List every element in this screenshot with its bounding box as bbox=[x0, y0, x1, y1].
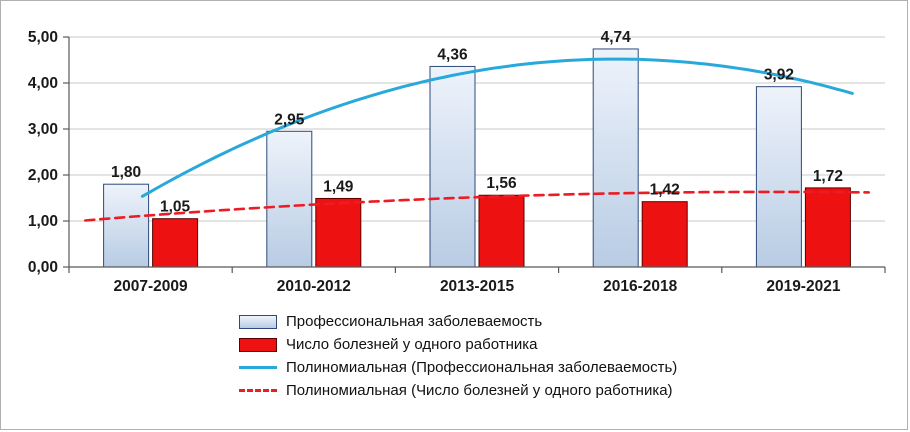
y-axis-tick-label: 1,00 bbox=[28, 213, 58, 230]
x-axis-category-label: 2007-2009 bbox=[114, 278, 189, 295]
bar-value-label: 2,95 bbox=[274, 111, 305, 128]
bar bbox=[592, 48, 639, 268]
legend-item-series-1: Профессиональная заболеваемость bbox=[239, 310, 907, 333]
solid-line-swatch-icon bbox=[239, 366, 277, 369]
chart-legend: Профессиональная заболеваемость Число бо… bbox=[239, 310, 907, 402]
bar bbox=[315, 197, 362, 268]
blue-bar-swatch-icon bbox=[239, 314, 277, 329]
x-axis-category-label: 2016-2018 bbox=[603, 278, 678, 295]
bar-value-label: 4,74 bbox=[601, 29, 632, 46]
legend-item-trendline-2: Полиномиальная (Число болезней у одного … bbox=[239, 379, 907, 402]
bar-value-label: 1,56 bbox=[486, 175, 517, 192]
bar bbox=[641, 201, 688, 268]
red-bar-swatch-icon bbox=[239, 337, 277, 352]
bar-value-label: 3,92 bbox=[764, 67, 794, 84]
legend-item-label: Число болезней у одного работника bbox=[286, 336, 538, 353]
y-axis-tick-label: 5,00 bbox=[28, 29, 58, 46]
bar bbox=[103, 183, 150, 268]
bar-value-label: 1,72 bbox=[813, 168, 843, 185]
legend-item-label: Полиномиальная (Профессиональная заболев… bbox=[286, 359, 678, 376]
bar bbox=[429, 65, 476, 268]
trendline bbox=[140, 57, 854, 198]
y-axis-tick-label: 2,00 bbox=[28, 167, 58, 184]
bar bbox=[804, 187, 851, 268]
y-axis-tick-label: 3,00 bbox=[28, 121, 58, 138]
y-axis-tick-label: 4,00 bbox=[28, 75, 58, 92]
bar bbox=[478, 194, 525, 268]
bar bbox=[152, 218, 199, 268]
trendline bbox=[84, 190, 870, 222]
x-axis-category-label: 2019-2021 bbox=[766, 278, 841, 295]
bar-chart-plot: 0,00 1,00 2,00 3,00 4,00 5,00 1,80 2,95 4,36 4,74… bbox=[28, 29, 886, 295]
legend-item-label: Полиномиальная (Число болезней у одного … bbox=[286, 382, 673, 399]
bar-value-label: 4,36 bbox=[437, 46, 468, 63]
legend-item-series-2: Число болезней у одного работника bbox=[239, 333, 907, 356]
x-axis-category-label: 2013-2015 bbox=[440, 278, 515, 295]
legend-item-label: Профессиональная заболеваемость bbox=[286, 313, 543, 330]
bar-value-label: 1,05 bbox=[160, 199, 191, 216]
x-axis-category-label: 2010-2012 bbox=[277, 278, 351, 295]
bar-value-label: 1,80 bbox=[111, 164, 141, 181]
dashed-line-swatch-icon bbox=[239, 389, 277, 392]
bar bbox=[266, 130, 313, 268]
bar-value-label: 1,42 bbox=[650, 182, 680, 199]
legend-item-trendline-1: Полиномиальная (Профессиональная заболев… bbox=[239, 356, 907, 379]
y-axis-tick-label: 0,00 bbox=[28, 259, 58, 276]
bar-value-label: 1,49 bbox=[323, 178, 354, 195]
bar bbox=[755, 86, 802, 268]
